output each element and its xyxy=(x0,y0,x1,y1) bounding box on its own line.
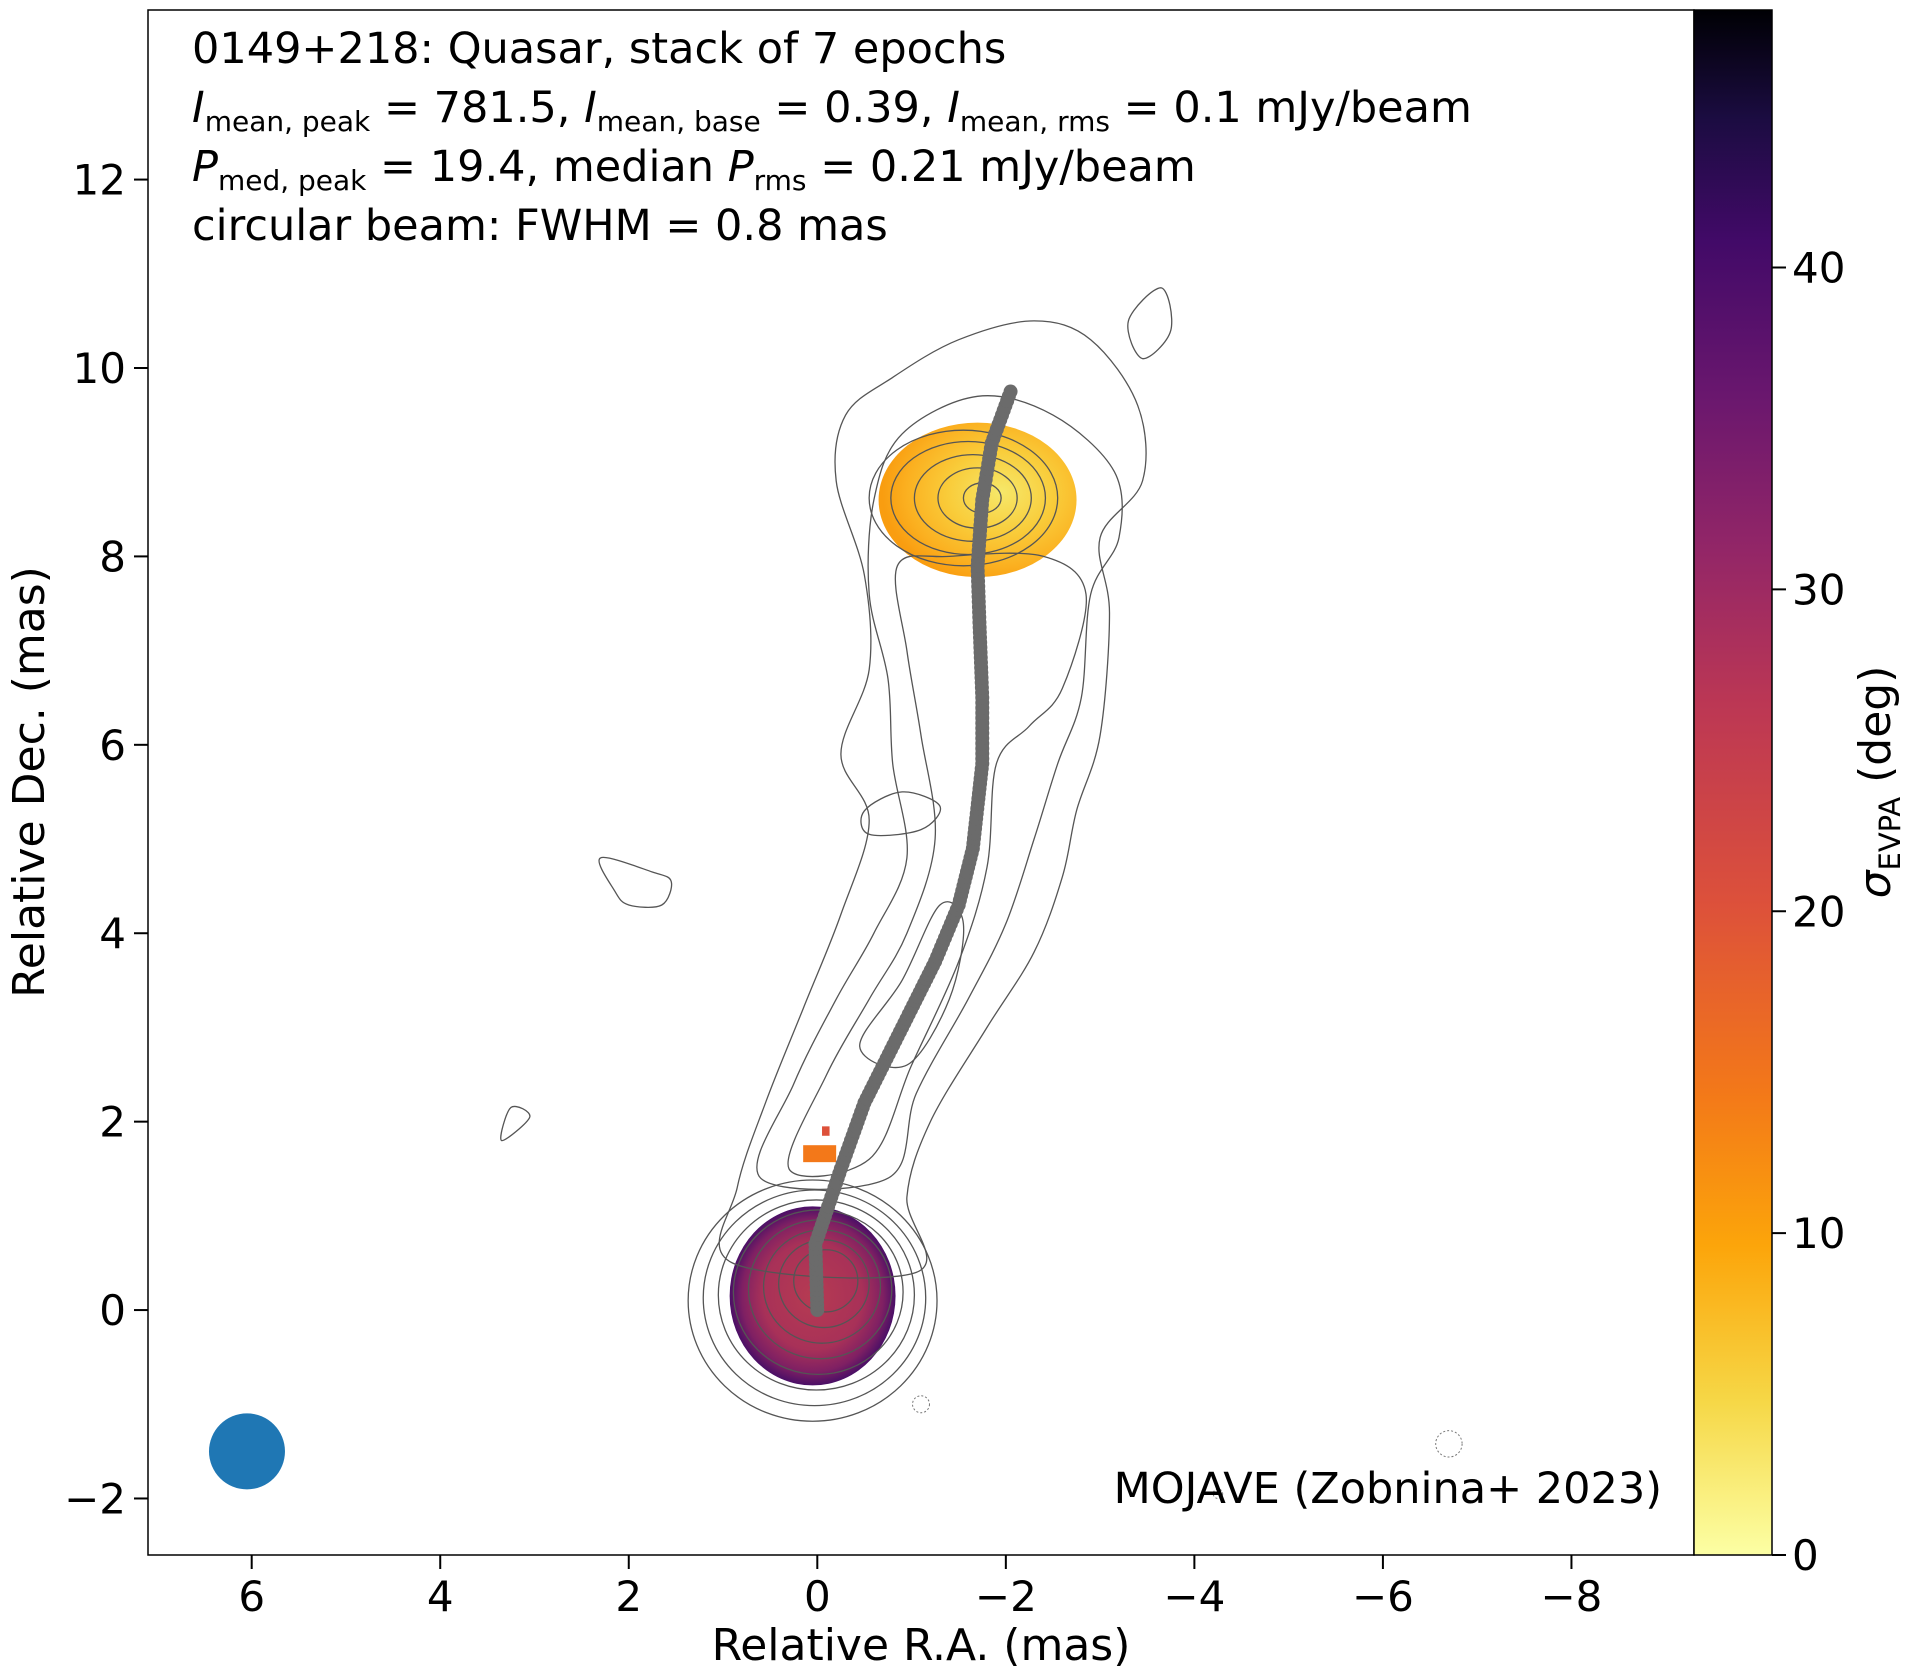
contour-core xyxy=(687,1179,938,1422)
y-axis-label: Relative Dec. (mas) xyxy=(4,566,55,998)
plot-area xyxy=(208,287,1463,1499)
y-tick-label: 2 xyxy=(99,1098,126,1147)
x-tick-label: −4 xyxy=(1163,1572,1225,1621)
ridgeline xyxy=(808,384,1018,1318)
y-tick-label: 10 xyxy=(73,344,126,393)
x-tick-label: 2 xyxy=(615,1572,642,1621)
contour-core xyxy=(732,1209,904,1376)
y-axis-ticks: −2 0 2 4 6 8 10 12 xyxy=(64,156,148,1523)
title-line-3: Pmed, peak = 19.4, median Prms = 0.21 mJ… xyxy=(192,142,1196,197)
ridgeline-point xyxy=(1003,384,1018,399)
contour-core xyxy=(793,1249,859,1313)
x-tick-label: 6 xyxy=(238,1572,265,1621)
x-tick-label: −6 xyxy=(1352,1572,1414,1621)
y-tick-label: −2 xyxy=(64,1474,126,1523)
polarization-layer xyxy=(729,422,1077,1386)
contour-jet xyxy=(787,552,1087,1178)
contour-core xyxy=(717,1199,916,1391)
y-tick-label: 0 xyxy=(99,1286,126,1335)
contour-negative xyxy=(1212,1488,1224,1499)
polarization-pixel xyxy=(803,1145,837,1163)
contour-layer xyxy=(500,287,1463,1499)
polarization-pixel xyxy=(822,1126,830,1136)
contour-blob xyxy=(860,791,942,837)
colorbar xyxy=(1693,9,1773,1556)
contour-negative xyxy=(912,1395,930,1414)
title-line-2: Imean, peak = 781.5, Imean, base = 0.39,… xyxy=(192,83,1472,138)
beam-ellipse xyxy=(208,1413,285,1490)
colorbar-tick-label: 30 xyxy=(1792,565,1845,614)
contour-jet xyxy=(756,395,1123,1191)
x-tick-label: −8 xyxy=(1540,1572,1602,1621)
contour-blob xyxy=(500,1105,531,1142)
colorbar-label: σEVPA (deg) xyxy=(1850,666,1905,899)
contour-jet xyxy=(859,901,965,1069)
contour-jet xyxy=(718,320,1147,1279)
contour-knot xyxy=(868,429,1059,567)
x-tick-label: 0 xyxy=(804,1572,831,1621)
colorbar-tick-label: 10 xyxy=(1792,1209,1845,1258)
title-line-4: circular beam: FWHM = 0.8 mas xyxy=(192,201,888,251)
x-tick-label: −2 xyxy=(975,1572,1037,1621)
contour-blob xyxy=(598,856,673,908)
credit-label: MOJAVE (Zobnina+ 2023) xyxy=(1114,1464,1662,1514)
title-block: 0149+218: Quasar, stack of 7 epochs Imea… xyxy=(192,24,1472,251)
colorbar-tick-label: 40 xyxy=(1792,244,1845,293)
y-tick-label: 8 xyxy=(99,532,126,581)
contour-negative xyxy=(1435,1430,1463,1458)
x-tick-label: 4 xyxy=(427,1572,454,1621)
colorbar-tick-label: 0 xyxy=(1792,1531,1819,1580)
x-axis-ticks: 6 4 2 0 −2 −4 −6 −8 xyxy=(238,1555,1602,1621)
x-axis-label: Relative R.A. (mas) xyxy=(712,1620,1131,1671)
y-tick-label: 6 xyxy=(99,721,126,770)
colorbar-ticks: 0 10 20 30 40 xyxy=(1772,244,1845,1580)
contour-blob xyxy=(1127,287,1173,360)
colorbar-tick-label: 20 xyxy=(1792,887,1845,936)
title-line-1: 0149+218: Quasar, stack of 7 epochs xyxy=(192,24,1006,74)
y-tick-label: 4 xyxy=(99,909,126,958)
y-tick-label: 12 xyxy=(73,156,126,205)
